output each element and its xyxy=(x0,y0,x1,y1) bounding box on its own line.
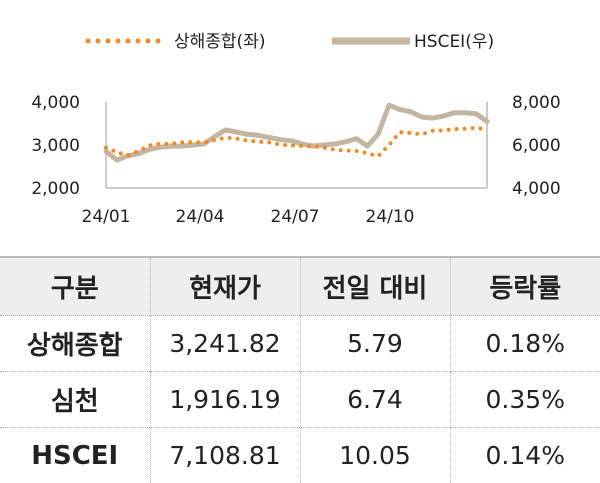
header-change: 전일 대비 xyxy=(300,257,450,316)
table-row: 심천 1,916.19 6.74 0.35% xyxy=(0,372,600,428)
left-tick-label: 3,000 xyxy=(31,136,80,156)
header-price: 현재가 xyxy=(150,257,300,316)
table-header-row: 구분 현재가 전일 대비 등락률 xyxy=(0,257,600,316)
header-category: 구분 xyxy=(0,257,150,316)
right-tick-label: 8,000 xyxy=(512,93,561,113)
dual-axis-line-chart: 상해종합(좌) HSCEI(우) 2,000 3,000 4,000 4,000… xyxy=(0,0,600,258)
cell-change: 10.05 xyxy=(300,428,450,483)
left-tick-label: 4,000 xyxy=(31,93,80,113)
x-tick-label: 24/04 xyxy=(176,207,225,227)
legend-item-hscei: HSCEI(우) xyxy=(332,32,494,52)
cell-change: 6.74 xyxy=(300,372,450,428)
legend: 상해종합(좌) HSCEI(우) xyxy=(88,32,494,52)
plot-area xyxy=(106,105,487,160)
cell-change: 5.79 xyxy=(300,316,450,372)
cell-price: 7,108.81 xyxy=(150,428,300,483)
row-name: 심천 xyxy=(0,372,150,428)
left-axis-ticks: 2,000 3,000 4,000 xyxy=(31,93,80,199)
header-change-rate: 등락률 xyxy=(450,257,600,316)
legend-label-shanghai: 상해종합(좌) xyxy=(174,32,265,52)
cell-change-rate: 0.35% xyxy=(450,372,600,428)
series-line-hscei xyxy=(106,105,487,160)
cell-change-rate: 0.14% xyxy=(450,428,600,483)
table-row: 상해종합 3,241.82 5.79 0.18% xyxy=(0,316,600,372)
row-name: 상해종합 xyxy=(0,316,150,372)
right-tick-label: 6,000 xyxy=(512,136,561,156)
legend-item-shanghai: 상해종합(좌) xyxy=(88,32,265,52)
legend-label-hscei: HSCEI(우) xyxy=(414,32,494,52)
right-tick-label: 4,000 xyxy=(512,179,561,199)
cell-change-rate: 0.18% xyxy=(450,316,600,372)
x-tick-label: 24/07 xyxy=(271,207,320,227)
cell-price: 3,241.82 xyxy=(150,316,300,372)
row-name: HSCEI xyxy=(0,428,150,483)
right-axis-ticks: 4,000 6,000 8,000 xyxy=(512,93,561,199)
quote-table: 구분 현재가 전일 대비 등락률 상해종합 3,241.82 5.79 0.18… xyxy=(0,256,600,483)
cell-price: 1,916.19 xyxy=(150,372,300,428)
x-tick-label: 24/10 xyxy=(366,207,415,227)
x-axis-ticks: 24/01 24/04 24/07 24/10 xyxy=(82,207,415,227)
x-tick-label: 24/01 xyxy=(82,207,131,227)
table-row: HSCEI 7,108.81 10.05 0.14% xyxy=(0,428,600,483)
left-tick-label: 2,000 xyxy=(31,179,80,199)
